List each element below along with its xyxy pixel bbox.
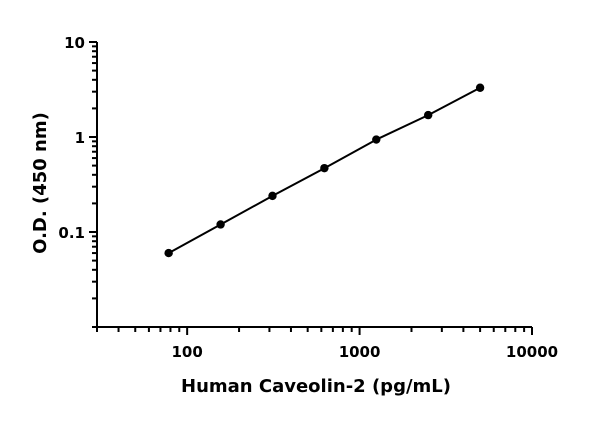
x-tick-label: 10000 [506, 343, 558, 361]
y-axis-title: O.D. (450 nm) [30, 112, 51, 254]
data-point [423, 110, 433, 120]
data-point [320, 163, 329, 173]
x-tick-label: 1000 [339, 343, 381, 361]
y-tick-label: 10 [64, 34, 85, 52]
plot-area [164, 83, 485, 258]
data-point [164, 248, 173, 258]
y-tick-label: 0.1 [58, 224, 85, 242]
x-axis-title: Human Caveolin-2 (pg/mL) [181, 376, 451, 397]
y-axis-ticks: 0.1 1 10 [58, 34, 97, 328]
x-tick-label: 100 [171, 343, 202, 361]
x-axis-ticks: 100 1000 10000 [96, 327, 558, 361]
data-point [372, 135, 381, 144]
data-point [216, 220, 225, 229]
data-point [475, 83, 485, 92]
y-tick-label: 1 [75, 129, 85, 147]
data-point [268, 191, 277, 201]
